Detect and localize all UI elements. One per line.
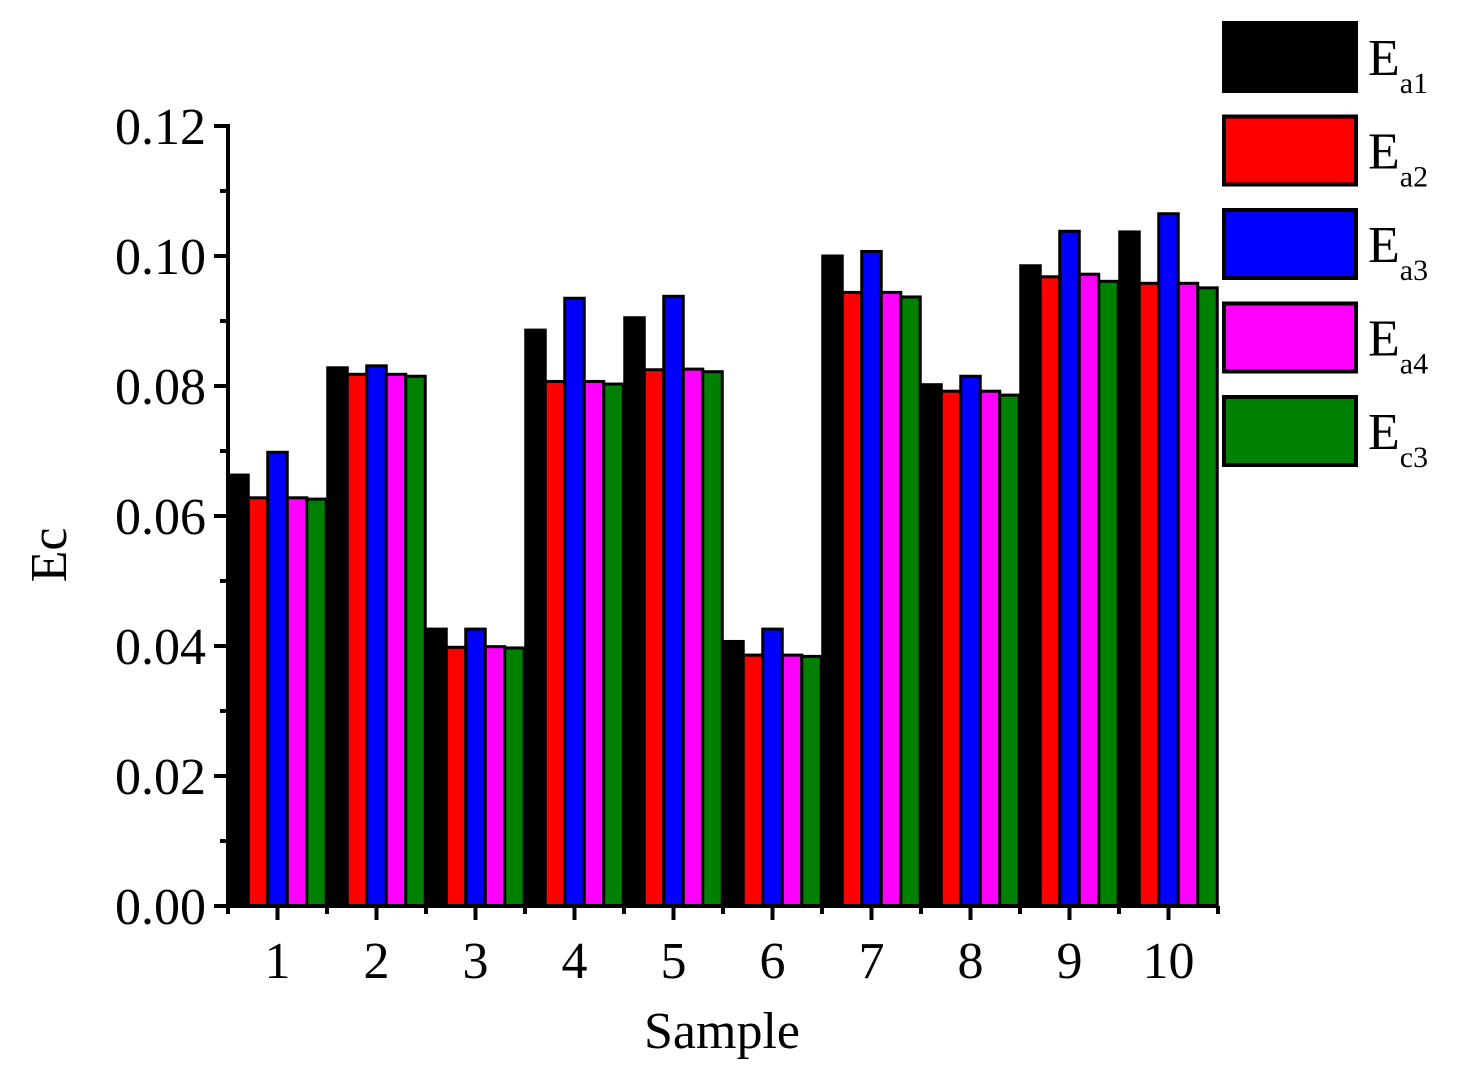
- y-tick-label: 0.10: [115, 229, 206, 286]
- bar-ea4-sample-7: [879, 290, 903, 908]
- bar-ea4-sample-5: [681, 367, 705, 908]
- x-tick-label: 4: [562, 933, 588, 990]
- bar-ea1-sample-10: [1118, 230, 1141, 908]
- bar-ea1-sample-6: [722, 639, 745, 908]
- bar-ea1-sample-3: [425, 627, 448, 908]
- bar-ea1-sample-7: [821, 254, 844, 908]
- bar-ea3-sample-6: [761, 627, 784, 908]
- bar-ea3-sample-5: [662, 294, 685, 908]
- bar-ea2-sample-3: [444, 645, 468, 908]
- legend-label-ea2: Ea2: [1368, 124, 1428, 194]
- x-tick-label: 8: [958, 933, 984, 990]
- x-tick-label: 1: [265, 933, 291, 990]
- bar-ea1-sample-8: [920, 383, 943, 908]
- bar-ec3-sample-9: [1097, 279, 1120, 908]
- x-tick-label: 6: [760, 933, 786, 990]
- bar-ea2-sample-7: [840, 290, 864, 908]
- legend-swatch-ea3: [1222, 208, 1358, 280]
- x-axis-title: Sample: [644, 1003, 800, 1060]
- legend-label-ea4: Ea4: [1368, 311, 1428, 381]
- bar-ea3-sample-9: [1058, 229, 1081, 908]
- legend-swatch-ea1: [1222, 21, 1358, 93]
- legend-swatch-ea4: [1222, 301, 1358, 374]
- x-tick-label: 9: [1057, 933, 1083, 990]
- bar-ea2-sample-6: [741, 653, 765, 908]
- bar-ea2-sample-4: [543, 379, 567, 908]
- bar-ea1-sample-4: [524, 328, 547, 908]
- bar-ea4-sample-1: [285, 496, 309, 908]
- bar-ea2-sample-10: [1137, 281, 1161, 908]
- bar-ec3-sample-10: [1196, 286, 1219, 908]
- bar-ec3-sample-1: [305, 497, 328, 908]
- x-tick-label: 7: [859, 933, 885, 990]
- bar-ec3-sample-8: [998, 393, 1021, 908]
- bar-ea4-sample-2: [384, 372, 408, 908]
- legend-label-ec3: Ec3: [1368, 404, 1428, 474]
- bar-ea4-sample-9: [1077, 272, 1101, 908]
- legend-swatch-ec3: [1222, 395, 1358, 467]
- y-tick-label: 0.12: [115, 99, 206, 156]
- bar-ea2-sample-1: [246, 496, 270, 908]
- legend-swatch-ea2: [1222, 114, 1358, 187]
- legend: Ea1 Ea2 Ea3 Ea4 Ec3: [1222, 21, 1428, 474]
- bar-ec3-sample-6: [800, 654, 823, 908]
- x-tick-label: 3: [463, 933, 489, 990]
- bar-ea3-sample-10: [1157, 212, 1180, 908]
- bar-ec3-sample-2: [404, 374, 427, 908]
- bar-ec3-sample-3: [503, 646, 526, 908]
- x-tick-label: 5: [661, 933, 687, 990]
- bar-ea2-sample-5: [642, 368, 666, 908]
- bar-ea1-sample-9: [1019, 264, 1042, 908]
- bar-ea3-sample-1: [266, 450, 289, 908]
- bar-ea3-sample-3: [464, 627, 487, 908]
- bar-ea2-sample-8: [939, 389, 963, 908]
- bar-ea4-sample-3: [483, 645, 507, 908]
- y-tick-label: 0.04: [115, 619, 206, 676]
- axes-group: 0.00 0.02 0.04 0.06 0.08 0.10 0.12 1 2 3 4 5 6 7 8 9 10: [115, 99, 1220, 990]
- bar-ea2-sample-2: [345, 372, 369, 908]
- bar-ea2-sample-9: [1038, 275, 1062, 908]
- bar-ea4-sample-8: [978, 389, 1002, 908]
- bar-ea4-sample-4: [582, 379, 606, 908]
- y-tick-label: 0.02: [115, 749, 206, 806]
- y-tick-label: 0.08: [115, 359, 206, 416]
- bar-ea3-sample-8: [959, 374, 982, 908]
- x-tick-label: 10: [1143, 933, 1195, 990]
- bar-ea1-sample-5: [623, 316, 646, 908]
- y-axis-title: Ec: [21, 528, 78, 583]
- bar-ea3-sample-4: [563, 296, 586, 908]
- bar-ec3-sample-7: [899, 295, 922, 908]
- bar-ea1-sample-1: [227, 473, 250, 908]
- y-tick-label: 0.06: [115, 489, 206, 546]
- bar-ea3-sample-2: [365, 364, 388, 908]
- bar-ec3-sample-5: [701, 370, 724, 908]
- bar-ea1-sample-2: [326, 366, 349, 908]
- bar-ea3-sample-7: [860, 249, 883, 908]
- legend-label-ea1: Ea1: [1368, 30, 1428, 100]
- y-tick-label: 0.00: [115, 879, 206, 936]
- x-tick-label: 2: [364, 933, 390, 990]
- bar-ea4-sample-10: [1176, 281, 1200, 908]
- bar-ec3-sample-4: [602, 382, 625, 908]
- bar-ea4-sample-6: [780, 653, 804, 908]
- legend-label-ea3: Ea3: [1368, 217, 1428, 287]
